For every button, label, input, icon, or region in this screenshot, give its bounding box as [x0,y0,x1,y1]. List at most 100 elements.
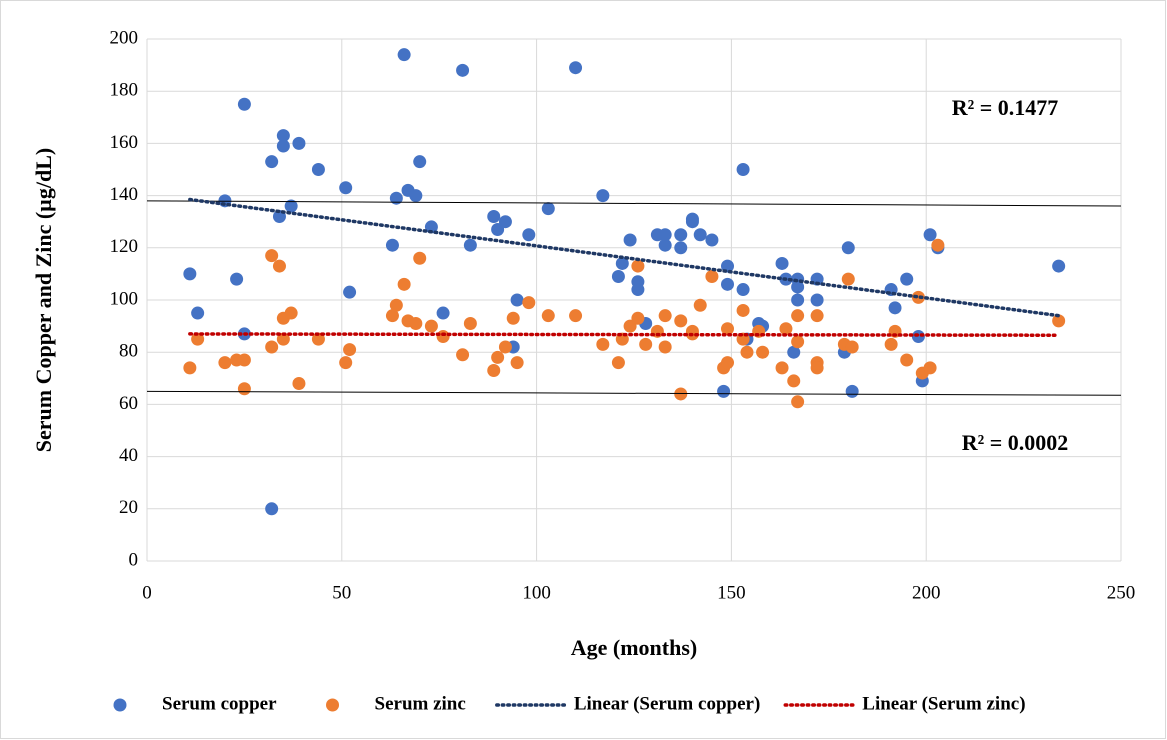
data-point [911,290,925,304]
y-tick-label: 20 [119,497,138,518]
data-point [541,202,555,216]
data-point [888,301,902,315]
data-point [841,272,855,286]
data-point [841,241,855,255]
data-point [436,306,450,320]
trendline [188,197,1061,318]
data-point [1052,259,1066,273]
data-point [685,215,699,229]
data-point [522,296,536,310]
data-point [276,139,290,153]
data-point [923,361,937,375]
data-point [674,228,688,242]
data-point [272,259,286,273]
data-point [791,309,805,323]
data-point [498,340,512,354]
data-point [343,285,357,299]
data-point [265,502,279,516]
data-point [343,343,357,357]
data-point [397,48,411,62]
data-point [775,256,789,270]
y-tick-label: 140 [110,184,139,205]
data-point [658,228,672,242]
data-point [389,191,403,205]
legend-marker [113,698,127,712]
x-tick-label: 50 [332,582,351,603]
data-point [339,181,353,195]
data-point [191,306,205,320]
data-point [541,309,555,323]
data-point [693,298,707,312]
data-point [413,155,427,169]
y-tick-label: 100 [110,288,139,309]
data-point [506,311,520,325]
data-point [311,332,325,346]
x-tick-label: 150 [717,582,746,603]
legend-label: Serum zinc [375,693,466,714]
y-tick-label: 60 [119,393,138,414]
data-point [596,189,610,203]
data-point [736,303,750,317]
data-point [463,238,477,252]
data-point [658,309,672,323]
data-point [265,340,279,354]
data-point [615,256,629,270]
data-point [498,215,512,229]
data-point [569,61,583,75]
data-point [791,395,805,409]
data-point [810,309,824,323]
data-point [569,309,583,323]
legend-label: Linear (Serum zinc) [862,693,1025,714]
y-tick-label: 80 [119,341,138,362]
data-point [424,319,438,333]
data-point [791,280,805,294]
data-point [674,241,688,255]
data-point [183,361,197,375]
data-point [397,277,411,291]
legend-label: Linear (Serum copper) [574,693,760,714]
data-point [463,316,477,330]
data-point [736,163,750,176]
data-point [237,97,251,111]
reference-line [146,390,1122,396]
data-point [522,228,536,242]
y-tick-label: 40 [119,445,138,466]
data-point [487,209,501,223]
data-point [284,306,298,320]
data-point [276,332,290,346]
data-point [413,251,427,265]
y-axis-label: Serum Copper and Zinc (µg/dL) [31,148,56,452]
data-point [510,356,524,370]
data-point [218,356,232,370]
data-point [265,249,279,263]
data-point [456,348,470,362]
y-tick-label: 160 [110,132,139,153]
data-point [658,340,672,354]
data-point [230,272,244,286]
data-point [721,322,735,336]
data-point [510,293,524,307]
data-point [631,283,645,297]
data-point [779,322,793,336]
r-squared-label: R² = 0.0002 [962,430,1069,455]
data-point [721,277,735,291]
y-tick-label: 120 [110,236,139,257]
data-point [436,330,450,344]
data-point [409,189,423,203]
data-point [237,353,251,367]
x-tick-label: 100 [522,582,551,603]
data-point [658,238,672,252]
data-point [674,314,688,328]
data-point [631,311,645,325]
data-point [265,155,279,169]
data-point [787,374,801,388]
data-point [810,361,824,375]
data-point [900,272,914,286]
data-point [693,228,707,242]
data-point [845,384,859,398]
legend-marker [326,698,340,712]
data-point [424,220,438,234]
data-point [931,238,945,252]
data-point [756,345,770,359]
data-point [456,63,470,77]
